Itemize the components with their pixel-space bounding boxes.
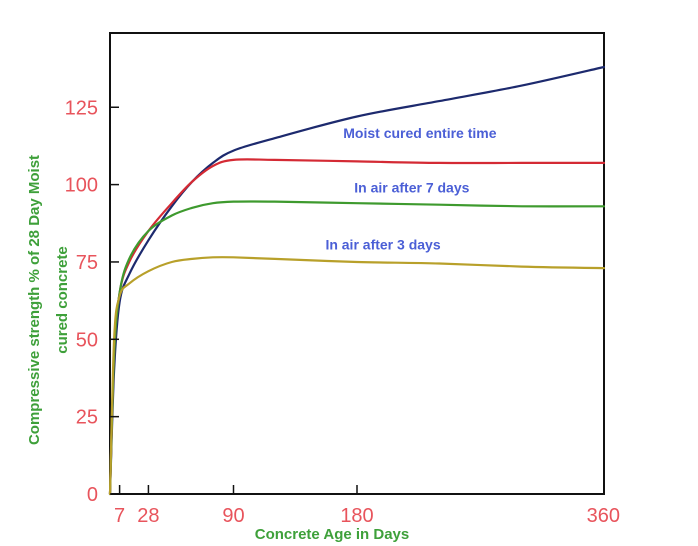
y-tick-label: 100 [65, 175, 98, 197]
series-annotations: Moist cured entire time In air after 7 da… [325, 125, 496, 252]
y-tick-label: 125 [65, 97, 98, 119]
series-annotation-3: In air after 3 days [325, 237, 440, 253]
y-tick-label: 75 [76, 252, 98, 274]
series-line-4 [108, 256, 606, 496]
y-axis-title: Compressive strength % of 28 Day Moist c… [26, 155, 71, 445]
y-axis-title-line-1: Compressive strength % of 28 Day Moist [26, 155, 43, 445]
series-line-1 [108, 65, 606, 496]
x-tick-label: 28 [137, 505, 159, 527]
x-tick-label: 90 [222, 505, 244, 527]
y-tick-label: 0 [87, 484, 98, 506]
y-axis-ticks: 0 25 50 75 100 125 [65, 97, 119, 506]
x-axis-ticks: 7 28 90 180 360 [114, 485, 620, 527]
x-tick-label: 180 [340, 505, 373, 527]
x-tick-label: 7 [114, 505, 125, 527]
y-tick-label: 50 [76, 329, 98, 351]
x-tick-label: 360 [587, 505, 620, 527]
series-annotation-2: In air after 7 days [354, 179, 469, 195]
series-layer [108, 65, 606, 496]
y-tick-label: 25 [76, 407, 98, 429]
x-axis-title: Concrete Age in Days [255, 526, 410, 543]
y-axis-title-line-2: cured concrete [54, 246, 71, 354]
series-annotation-1: Moist cured entire time [343, 125, 496, 141]
